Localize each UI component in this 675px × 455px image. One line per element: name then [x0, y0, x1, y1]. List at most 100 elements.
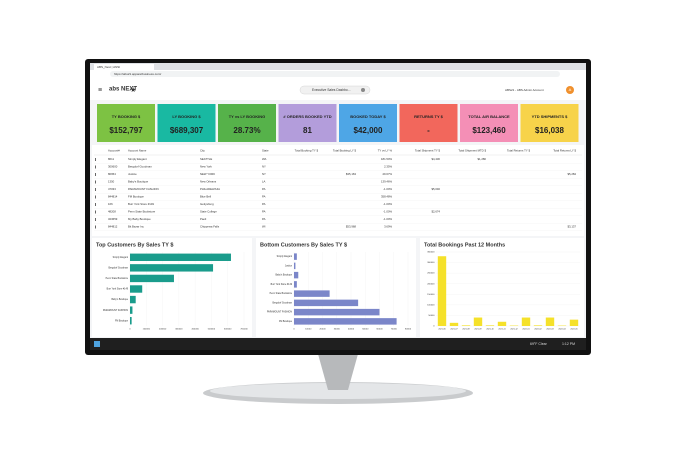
row-handle[interactable] [95, 203, 96, 206]
y-tick-label: 150000 [427, 294, 435, 296]
table-cell: $4,430 [431, 157, 440, 161]
kpi-label: LY BOOKING $ [172, 114, 201, 119]
chart-title: Top Customers By Sales TY $ [96, 242, 173, 248]
row-handle[interactable] [95, 158, 96, 161]
x-tick-label: 10000 [305, 329, 312, 331]
x-tick-label: 600000 [224, 329, 232, 331]
table-cell: $5,046 [431, 187, 440, 191]
table-cell: $35,163 [346, 172, 357, 176]
y-tick-label: 100000 [427, 304, 435, 306]
table-cell: Burr York Store #149 [128, 202, 154, 206]
table-cell: -1.00% [383, 217, 392, 221]
start-button[interactable] [94, 341, 100, 347]
x-tick-label: 2021-10 [486, 329, 494, 331]
kpi-value: - [427, 126, 430, 135]
tab-title[interactable]: ABS_Next | ANSI [97, 65, 120, 69]
row-handle[interactable] [95, 196, 96, 199]
kpi-tile[interactable] [97, 104, 155, 142]
kpi-value: $123,460 [472, 126, 506, 135]
bar [570, 320, 578, 326]
row-handle[interactable] [95, 166, 96, 169]
x-tick-label: 2021-08 [462, 329, 470, 331]
table-cell: 139.46% [381, 180, 393, 184]
address-bar[interactable] [110, 71, 560, 77]
table-cell: 48208 [108, 210, 116, 214]
bar [546, 318, 554, 326]
table-cell: -1.00% [383, 202, 392, 206]
weather[interactable]: 69°F Clear [530, 342, 548, 346]
row-handle[interactable] [95, 188, 96, 191]
table-cell: $5,284 [567, 172, 576, 176]
y-tick-label: PARAMOUNT FASHION [267, 311, 293, 314]
kpi-tile[interactable] [218, 104, 276, 142]
table-cell: Paoli [200, 217, 207, 221]
table-cell: -1.00% [383, 187, 392, 191]
x-tick-label: 40000 [348, 329, 355, 331]
table-cell: Chippewa Falls [200, 225, 220, 229]
kpi-tile[interactable] [279, 104, 337, 142]
table-cell: 358.48% [381, 195, 393, 199]
taskbar [90, 338, 586, 350]
row-handle[interactable] [95, 211, 96, 214]
x-tick-label: 2021-09 [474, 329, 482, 331]
row-handle[interactable] [95, 218, 96, 221]
table-cell: 181.50% [381, 157, 393, 161]
kpi-tile[interactable] [400, 104, 458, 142]
menu-icon[interactable]: ≡ [98, 87, 102, 94]
x-tick-label: 20000 [319, 329, 326, 331]
table-cell: 8611 [108, 157, 114, 161]
bar [438, 256, 446, 326]
column-header: Total Booking TY $ [295, 149, 319, 153]
x-tick-label: 400000 [191, 329, 199, 331]
y-tick-label: 300000 [427, 262, 435, 264]
chart-title: Bottom Customers By Sales TY $ [260, 242, 347, 248]
kpi-tile[interactable] [339, 104, 397, 142]
table-cell: 29.67% [383, 172, 393, 176]
bar [130, 285, 142, 292]
table-cell: WA [262, 157, 267, 161]
search-text[interactable]: Executive Sales Dashbo... [312, 88, 351, 92]
kpi-label: # ORDERS BOOKED YTD [283, 114, 331, 119]
favorite-icon[interactable]: ★ [130, 86, 136, 94]
kpi-tile[interactable] [521, 104, 579, 142]
bar [294, 272, 298, 278]
kpi-label: TY vs LY BOOKING [229, 114, 266, 119]
column-header: Total Booking LY $ [333, 149, 357, 153]
table-cell: 844812 [108, 225, 118, 229]
kpi-value: $689,307 [170, 126, 204, 135]
avatar-letter[interactable]: A [569, 87, 572, 92]
row-handle[interactable] [95, 173, 96, 176]
kpi-tile[interactable] [460, 104, 518, 142]
table-cell: 80954 [108, 172, 116, 176]
bar [522, 318, 530, 326]
bar [130, 275, 174, 282]
kpi-label: TOTAL A/R BALANCE [468, 114, 510, 119]
bar [294, 263, 295, 269]
table-cell: Justice [128, 172, 137, 176]
clock[interactable]: 1:12 PM [562, 342, 575, 346]
x-tick-label: 700000 [240, 329, 248, 331]
search-close[interactable] [361, 88, 365, 92]
x-tick-label: 2022-01 [522, 329, 530, 331]
kpi-label: RETURNS TY $ [414, 114, 444, 119]
bar [486, 325, 494, 326]
kpi-value: $16,038 [535, 126, 564, 135]
table-cell: LA [262, 180, 266, 184]
bar [534, 325, 542, 326]
table-cell: My Baby Boutique [128, 217, 151, 221]
account-name[interactable]: ABS21 - ABS Admin Account [505, 88, 544, 92]
x-tick-label: 2022-03 [546, 329, 554, 331]
row-handle[interactable] [95, 181, 96, 184]
kpi-label: YTD SHIPMENTS $ [532, 114, 569, 119]
y-tick-label: Burr York Store #149 [271, 283, 293, 286]
table-cell: FM Boutique [128, 195, 144, 199]
kpi-label: TY BOOKING $ [112, 114, 141, 119]
y-tick-label: Bergdorf Goodman [272, 301, 292, 304]
row-handle[interactable] [95, 226, 96, 229]
y-tick-label: Penn State Bookstore [270, 292, 293, 295]
column-header: State [262, 149, 269, 153]
x-tick-label: 2021-06 [438, 329, 446, 331]
url[interactable]: https://abs21.apparelbusiness.com/ [114, 72, 161, 76]
kpi-tile[interactable] [158, 104, 216, 142]
